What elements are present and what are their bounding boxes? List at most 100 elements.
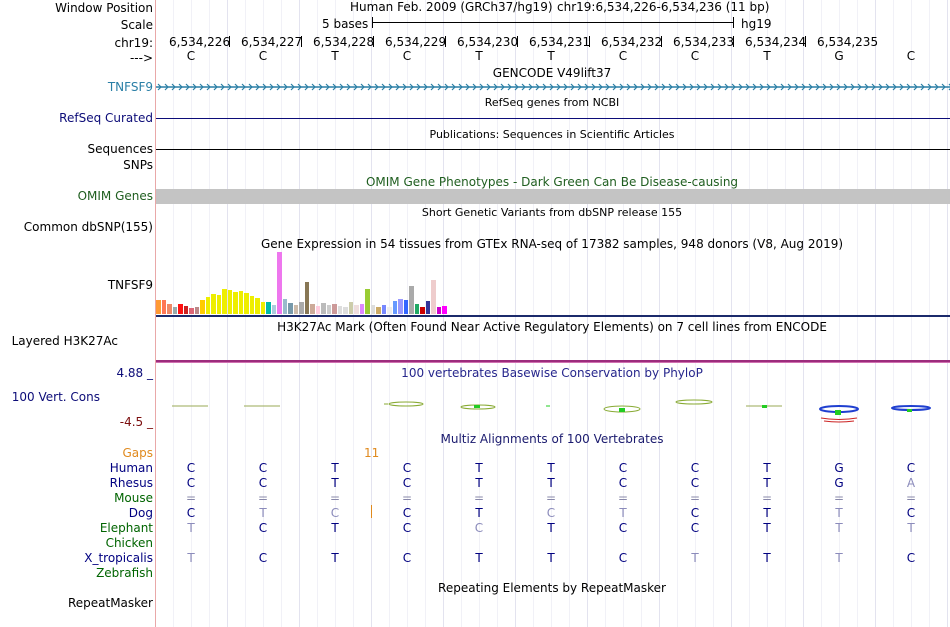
gtex-bar[interactable] (227, 290, 232, 314)
omim-feature[interactable] (156, 189, 950, 204)
gencode-chevron (892, 83, 897, 91)
gtex-bar[interactable] (233, 292, 238, 314)
gtex-bar[interactable] (326, 305, 331, 314)
alignment-base: C (186, 476, 196, 490)
gencode-chevron (178, 83, 183, 91)
gtex-bar[interactable] (365, 289, 370, 314)
h3k27ac-signal[interactable] (156, 360, 950, 362)
gencode-chevron (773, 83, 778, 91)
alignment-base: T (835, 551, 843, 565)
gtex-bar[interactable] (255, 298, 260, 314)
species-label[interactable]: Zebrafish (96, 566, 153, 580)
gtex-bar[interactable] (304, 282, 309, 314)
species-label[interactable]: X_tropicalis (84, 551, 153, 565)
gtex-bar[interactable] (403, 300, 408, 314)
gtex-bar[interactable] (249, 296, 254, 314)
gtex-bar[interactable] (178, 304, 183, 314)
track-label-omim[interactable]: OMIM Genes (77, 189, 153, 203)
gtex-bar[interactable] (442, 306, 447, 314)
publications-line[interactable] (156, 149, 950, 150)
gtex-bar[interactable] (244, 293, 249, 314)
refseq-line[interactable] (156, 118, 950, 119)
guide-line (731, 0, 732, 627)
species-label[interactable]: Dog (128, 506, 153, 520)
track-label-snps[interactable]: SNPs (123, 158, 153, 172)
gaps-label: Gaps (122, 446, 153, 460)
gtex-bar[interactable] (194, 307, 199, 314)
gencode-gene-feature[interactable] (156, 81, 950, 93)
gtex-bar[interactable] (425, 301, 430, 314)
species-label[interactable]: Elephant (99, 521, 153, 535)
publications-title: Publications: Sequences in Scientific Ar… (429, 128, 675, 141)
track-label-publications[interactable]: Sequences (87, 142, 153, 156)
gtex-bar[interactable] (167, 304, 172, 314)
gtex-bar[interactable] (205, 297, 210, 314)
gtex-bar[interactable] (337, 306, 342, 314)
gtex-bar[interactable] (238, 291, 243, 314)
gencode-chevron (353, 83, 358, 91)
gtex-bar[interactable] (409, 286, 414, 314)
gtex-bar[interactable] (277, 252, 282, 314)
track-label-h3k27ac[interactable]: Layered H3K27Ac (11, 334, 118, 348)
gencode-chevron (913, 83, 918, 91)
track-label-repeatmasker[interactable]: RepeatMasker (67, 596, 153, 610)
gtex-bar[interactable] (299, 302, 304, 314)
track-label-gtex[interactable]: TNFSF9 (107, 278, 153, 292)
gtex-bar[interactable] (436, 307, 441, 314)
gtex-bar[interactable] (431, 280, 436, 314)
phylop-logos[interactable] (156, 395, 950, 425)
alignment-base: = (473, 491, 485, 505)
gap-count[interactable]: 11 (364, 446, 380, 460)
gtex-bar[interactable] (321, 303, 326, 314)
gencode-chevron (332, 83, 337, 91)
strand-label: ---> (129, 51, 153, 65)
gtex-chart[interactable] (156, 252, 556, 314)
gtex-bar[interactable] (211, 294, 216, 314)
track-label-refseq[interactable]: RefSeq Curated (59, 111, 153, 125)
gtex-bar[interactable] (156, 300, 161, 314)
base-letter: C (258, 49, 268, 63)
gtex-bar[interactable] (387, 307, 392, 314)
gtex-bar[interactable] (161, 300, 166, 314)
gtex-bar[interactable] (370, 305, 375, 314)
gtex-bar[interactable] (398, 299, 403, 314)
gtex-bar[interactable] (348, 302, 353, 314)
gtex-bar[interactable] (200, 300, 205, 314)
track-label-dbsnp[interactable]: Common dbSNP(155) (23, 220, 153, 234)
gtex-bar[interactable] (216, 295, 221, 314)
track-label-gencode[interactable]: TNFSF9 (107, 80, 153, 94)
track-label-phylop[interactable]: 100 Vert. Cons (11, 390, 100, 404)
gtex-bar[interactable] (420, 307, 425, 314)
gencode-chevron (402, 83, 407, 91)
gtex-bar[interactable] (332, 304, 337, 314)
gtex-bar[interactable] (310, 304, 315, 314)
gencode-chevron (269, 83, 274, 91)
gtex-bar[interactable] (392, 301, 397, 314)
gtex-bar[interactable] (288, 303, 293, 314)
guide-line (659, 0, 660, 627)
gtex-bar[interactable] (354, 305, 359, 314)
alignment-base: T (331, 521, 339, 535)
species-label[interactable]: Mouse (114, 491, 153, 505)
alignment-base: C (690, 461, 700, 475)
gencode-chevron (164, 83, 169, 91)
species-label[interactable]: Rhesus (109, 476, 153, 490)
gtex-bar[interactable] (293, 305, 298, 314)
gtex-bar[interactable] (189, 308, 194, 314)
gtex-bar[interactable] (266, 302, 271, 314)
gtex-bar[interactable] (222, 289, 227, 314)
gtex-bar[interactable] (376, 307, 381, 314)
gtex-bar[interactable] (260, 302, 265, 314)
gtex-bar[interactable] (381, 305, 386, 314)
gtex-bar[interactable] (271, 305, 276, 314)
species-label[interactable]: Human (109, 461, 153, 475)
gtex-bar[interactable] (183, 306, 188, 314)
gtex-bar[interactable] (172, 307, 177, 314)
gtex-bar[interactable] (315, 306, 320, 314)
gtex-bar[interactable] (282, 299, 287, 314)
gtex-bar[interactable] (343, 307, 348, 314)
gtex-bar[interactable] (359, 304, 364, 314)
species-label[interactable]: Chicken (105, 536, 153, 550)
gtex-bar[interactable] (414, 304, 419, 314)
